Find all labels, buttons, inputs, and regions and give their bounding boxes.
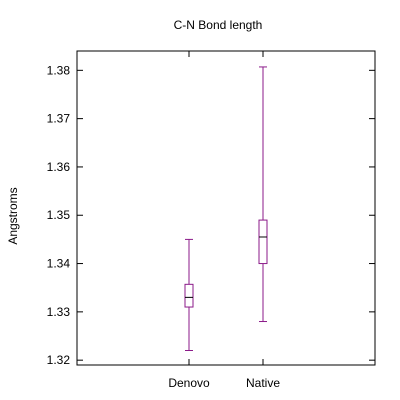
y-tick-label: 1.32: [47, 353, 71, 367]
x-tick-label: Denovo: [168, 376, 210, 390]
y-axis: 1.32 1.33 1.34 1.35 1.36 1.37 1.38: [47, 63, 375, 367]
y-axis-label: Angstroms: [6, 187, 20, 244]
y-tick-label: 1.35: [47, 208, 71, 222]
y-tick-label: 1.36: [47, 160, 71, 174]
box-series: [184, 66, 268, 352]
x-axis: Denovo Native: [168, 51, 280, 390]
box-denovo: [184, 238, 194, 352]
box-native: [258, 66, 268, 323]
y-tick-label: 1.34: [47, 257, 71, 271]
y-tick-label: 1.38: [47, 63, 71, 77]
y-tick-label: 1.33: [47, 305, 71, 319]
y-tick-label: 1.37: [47, 112, 71, 126]
iqr-box: [184, 283, 194, 308]
x-tick-label: Native: [246, 376, 280, 390]
chart-title: C-N Bond length: [174, 18, 263, 32]
plot-area-frame: [76, 50, 376, 366]
iqr-box: [258, 219, 268, 265]
